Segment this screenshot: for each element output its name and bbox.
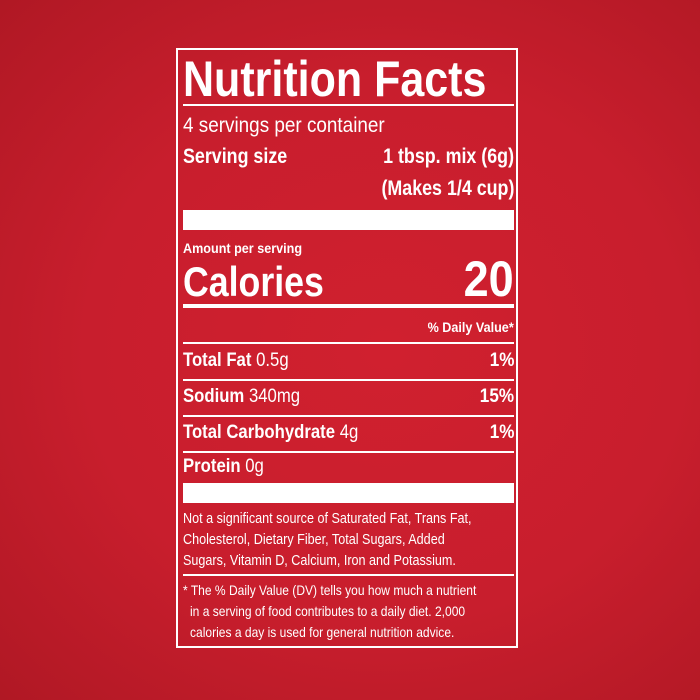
nutrient-name: Sodium <box>183 386 245 407</box>
nutrition-facts-panel <box>176 48 518 648</box>
nutrient-dv: 1% <box>489 422 514 443</box>
servings-per-container: 4 servings per container <box>183 114 385 137</box>
divider <box>183 574 514 576</box>
footnote-line: in a serving of food contributes to a da… <box>190 603 466 619</box>
title: Nutrition Facts <box>183 51 487 107</box>
daily-value-header: % Daily Value* <box>427 319 514 335</box>
nutrient-dv: 1% <box>489 350 514 371</box>
nutrient-amount: 4g <box>339 422 359 443</box>
nutrient-name: Total Fat <box>183 350 252 371</box>
divider <box>183 451 514 453</box>
serving-size-label: Serving size <box>183 145 288 168</box>
footnote-line: calories a day is used for general nutri… <box>190 624 455 640</box>
footnote-line: * The % Daily Value (DV) tells you how m… <box>183 582 477 598</box>
thick-divider <box>183 210 514 230</box>
divider <box>183 304 514 308</box>
divider <box>183 379 514 381</box>
nutrient-name: Protein <box>183 456 241 477</box>
nutrient-dv: 15% <box>479 386 514 407</box>
not-significant-line: Cholesterol, Dietary Fiber, Total Sugars… <box>183 531 445 548</box>
divider <box>183 415 514 417</box>
serving-size-note: (Makes 1/4 cup) <box>381 177 514 200</box>
nutrient-name: Total Carbohydrate <box>183 422 336 443</box>
thick-divider <box>183 483 514 503</box>
not-significant-line: Sugars, Vitamin D, Calcium, Iron and Pot… <box>183 552 456 569</box>
divider <box>183 104 514 106</box>
nutrient-amount: 0.5g <box>256 350 289 371</box>
divider <box>183 342 514 344</box>
nutrient-amount: 0g <box>245 456 264 477</box>
calories-value: 20 <box>463 251 514 307</box>
amount-per-serving: Amount per serving <box>183 240 303 256</box>
not-significant-line: Not a significant source of Saturated Fa… <box>183 510 472 527</box>
serving-size-value: 1 tbsp. mix (6g) <box>383 145 514 168</box>
nutrient-amount: 340mg <box>248 386 301 407</box>
calories-label: Calories <box>183 258 324 305</box>
